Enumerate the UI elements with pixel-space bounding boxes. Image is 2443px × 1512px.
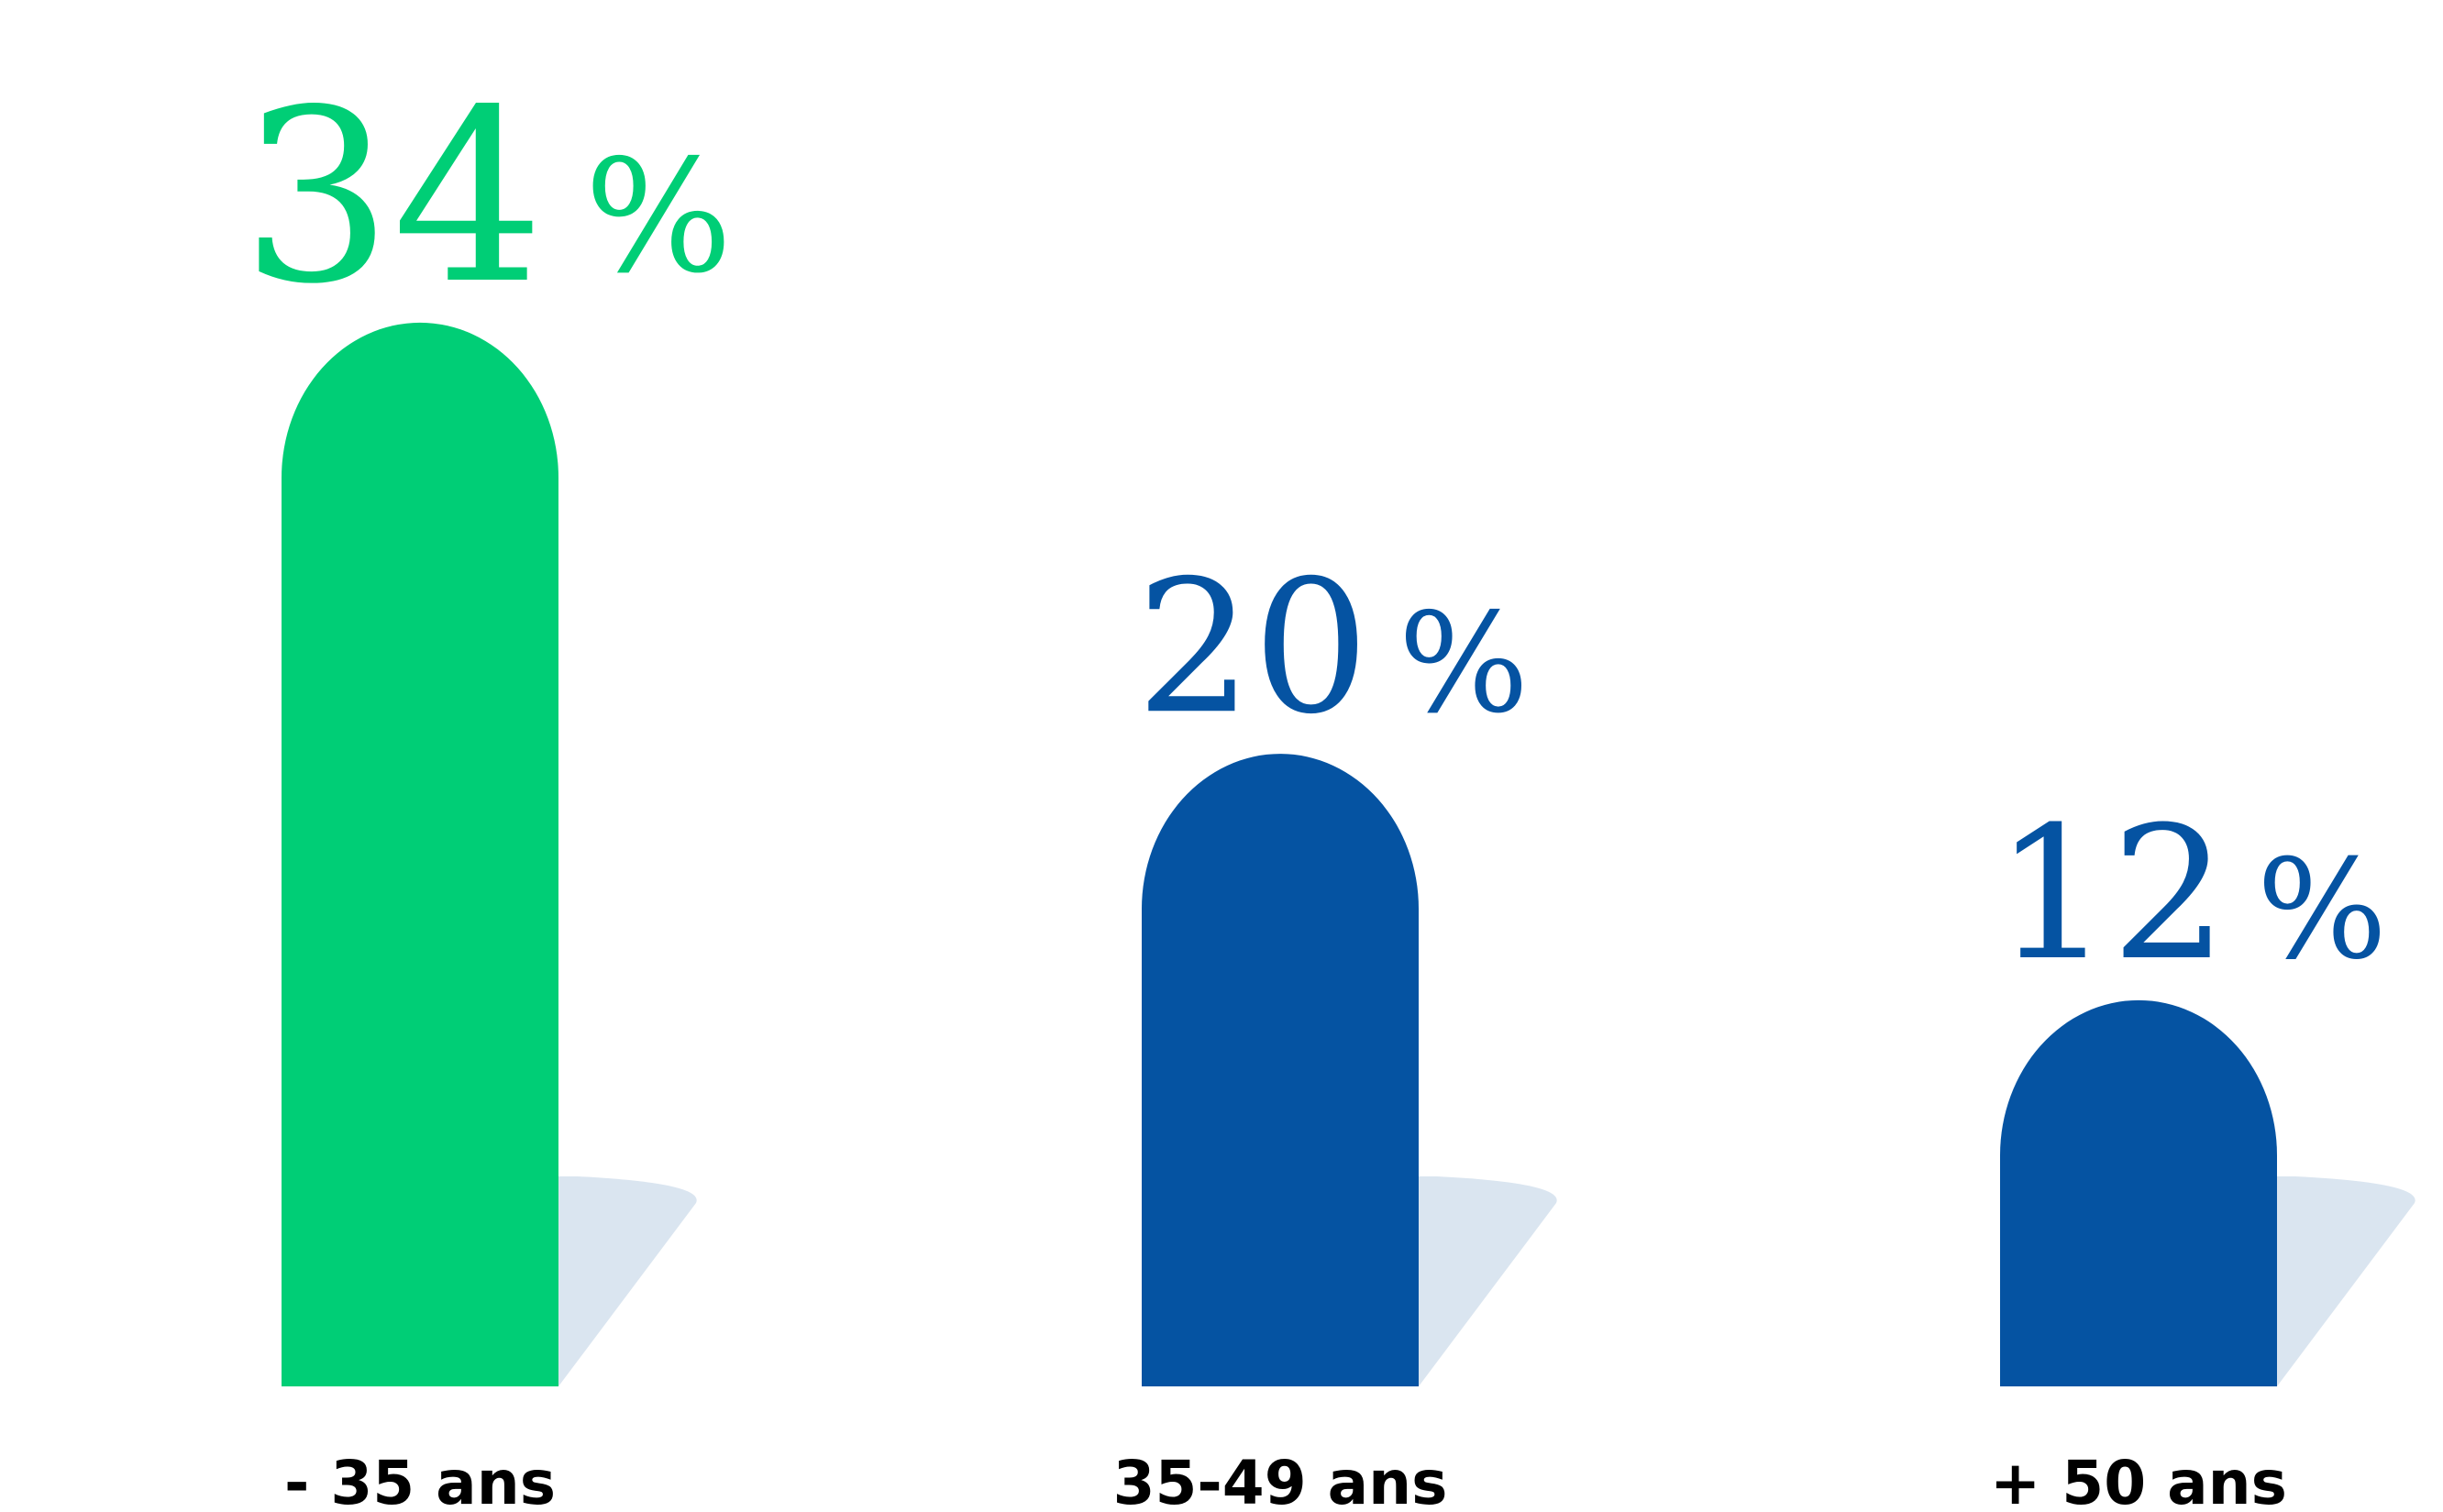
percent-sign: % xyxy=(584,127,733,308)
percent-sign: % xyxy=(2257,831,2388,990)
value-label: 20 xyxy=(1136,541,1370,755)
bar-2 xyxy=(1142,754,1419,1386)
category-label: 35-49 ans xyxy=(1113,1448,1448,1508)
bar-1 xyxy=(282,322,558,1386)
value-label: 12 xyxy=(1995,788,2228,1001)
bar-shadow xyxy=(1419,1176,1557,1386)
bar-shadow xyxy=(558,1176,697,1386)
bar-3 xyxy=(2000,999,2277,1386)
value-label: 34 xyxy=(241,60,545,337)
bar-shadow xyxy=(2277,1176,2415,1386)
category-label: + 50 ans xyxy=(1990,1448,2287,1508)
percent-sign: % xyxy=(1398,584,1530,744)
category-label: - 35 ans xyxy=(284,1448,556,1508)
